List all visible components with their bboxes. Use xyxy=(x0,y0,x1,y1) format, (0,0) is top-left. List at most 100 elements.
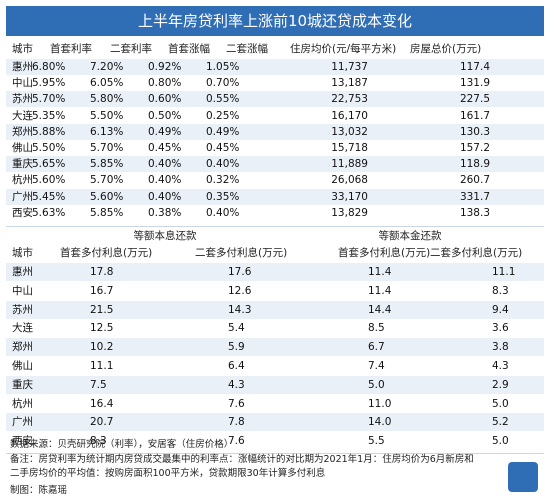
table1-cell: 22,753 xyxy=(331,93,368,106)
table1-cell: 苏州 xyxy=(12,93,33,106)
table2-cell: 7.4 xyxy=(368,360,385,372)
note: 数据来源：贝壳研究院（利率），安居客（住房价格） xyxy=(10,439,234,450)
row-band xyxy=(6,123,544,140)
table2-cell: 9.4 xyxy=(492,303,509,316)
table1-cell: 0.50% xyxy=(148,109,182,122)
table1-cell: 5.63% xyxy=(32,206,66,219)
table1-cell: 佛山 xyxy=(12,142,33,154)
table2-cell: 广州 xyxy=(12,416,33,429)
table1-cell: 1.05% xyxy=(206,61,240,73)
table1-cell: 5.50% xyxy=(90,109,124,122)
table2-group: 等额本息还款 xyxy=(133,230,197,242)
table2-cell: 4.3 xyxy=(228,378,245,391)
table1-cell: 5.85% xyxy=(90,158,124,171)
table2-cell: 14.4 xyxy=(368,303,392,316)
table1-cell: 0.40% xyxy=(148,174,182,187)
table2-header: 二套多付利息(万元) xyxy=(195,247,288,259)
table2-cell: 21.5 xyxy=(90,303,114,316)
table1-cell: 0.38% xyxy=(148,206,182,219)
rule xyxy=(6,226,544,227)
table1-cell: 5.70% xyxy=(32,93,66,106)
table1-cell: 5.80% xyxy=(90,93,124,106)
table2-cell: 14.3 xyxy=(228,303,252,316)
table1-cell: 5.60% xyxy=(32,174,66,187)
table2-cell: 7.8 xyxy=(228,416,245,429)
table1-cell: 0.40% xyxy=(148,158,182,171)
table2-cell: 7.5 xyxy=(90,378,107,391)
table2-cell: 3.6 xyxy=(492,322,509,335)
table1-cell: 0.80% xyxy=(148,77,182,90)
table1-cell: 0.40% xyxy=(206,158,240,171)
table2-group: 等额本金还款 xyxy=(378,230,442,242)
table2-cell: 苏州 xyxy=(12,303,33,316)
table2-cell: 中山 xyxy=(12,284,33,297)
table1-cell: 6.13% xyxy=(90,125,124,138)
table2-cell: 6.4 xyxy=(228,360,245,372)
row-band xyxy=(6,338,544,357)
table2-cell: 5.0 xyxy=(368,378,385,391)
table1-cell: 郑州 xyxy=(12,125,33,138)
table2-cell: 5.4 xyxy=(228,322,245,335)
table2-cell: 16.7 xyxy=(90,284,114,297)
table2-cell: 5.2 xyxy=(492,416,509,429)
table1-cell: 0.55% xyxy=(206,93,240,106)
row-band xyxy=(6,375,544,394)
table1-header: 二套利率 xyxy=(110,43,152,55)
table1-cell: 5.70% xyxy=(90,142,124,154)
table2-cell: 4.3 xyxy=(492,360,509,372)
table2-cell: 5.9 xyxy=(228,341,245,354)
table1-cell: 惠州 xyxy=(12,61,33,73)
row-band xyxy=(6,413,544,432)
table2-cell: 11.0 xyxy=(368,397,392,410)
table1-cell: 0.32% xyxy=(206,174,240,187)
table2-cell: 11.1 xyxy=(492,266,516,278)
row-band xyxy=(6,300,544,319)
table1-cell: 5.65% xyxy=(32,158,66,171)
table1-cell: 重庆 xyxy=(12,158,33,171)
table1-cell: 260.7 xyxy=(459,174,490,187)
table2-cell: 17.8 xyxy=(90,266,114,278)
table2-cell: 12.6 xyxy=(228,284,252,297)
table2-cell: 佛山 xyxy=(12,360,33,372)
table2-cell: 17.6 xyxy=(228,266,252,278)
table1-cell: 5.95% xyxy=(32,77,66,90)
table1-cell: 5.85% xyxy=(90,206,124,219)
table2-cell: 重庆 xyxy=(12,378,33,391)
logo xyxy=(508,462,538,492)
table2-cell: 6.7 xyxy=(368,341,385,354)
table2-header: 二套多付利息(万元) xyxy=(430,247,523,259)
table1-cell: 33,170 xyxy=(331,190,368,203)
note: 备注：房贷利率为统计期内房贷成交最集中的利率点：涨幅统计的对比期为2021年1月… xyxy=(10,454,474,479)
table1-cell: 130.3 xyxy=(459,125,490,138)
table2-cell: 大连 xyxy=(12,322,33,335)
table1-cell: 13,032 xyxy=(331,125,368,138)
table1-header: 首套利率 xyxy=(50,43,92,55)
table1-cell: 138.3 xyxy=(459,206,490,219)
table2-cell: 惠州 xyxy=(12,266,33,278)
row-band xyxy=(6,91,544,108)
table2-cell: 11.4 xyxy=(368,284,392,297)
table2-cell: 2.9 xyxy=(492,378,509,391)
table1-cell: 0.45% xyxy=(206,142,240,154)
table2-cell: 11.4 xyxy=(368,266,392,278)
table1-cell: 5.60% xyxy=(90,190,124,203)
table2-cell: 11.1 xyxy=(90,360,114,372)
rule xyxy=(6,453,544,454)
table1-cell: 6.05% xyxy=(90,77,124,90)
table1-header: 首套涨幅 xyxy=(168,43,210,55)
table1-cell: 0.49% xyxy=(206,125,240,138)
table1-cell: 西安 xyxy=(12,206,33,219)
table1-cell: 5.50% xyxy=(32,142,66,154)
row-band xyxy=(6,156,544,173)
note: 制图：陈嘉瑶 xyxy=(10,485,68,496)
table1-header: 城市 xyxy=(12,43,33,55)
table1-cell: 227.5 xyxy=(459,93,490,106)
table2-cell: 杭州 xyxy=(12,397,33,410)
table2-cell: 郑州 xyxy=(12,341,33,354)
table1-cell: 0.25% xyxy=(206,109,240,122)
table1-cell: 26,068 xyxy=(331,174,368,187)
table2-header: 首套多付利息(万元) xyxy=(338,247,431,259)
table1-header: 住房均价(元/每平方米) xyxy=(290,43,397,55)
table1-cell: 15,718 xyxy=(331,142,368,154)
table1-cell: 0.40% xyxy=(148,190,182,203)
